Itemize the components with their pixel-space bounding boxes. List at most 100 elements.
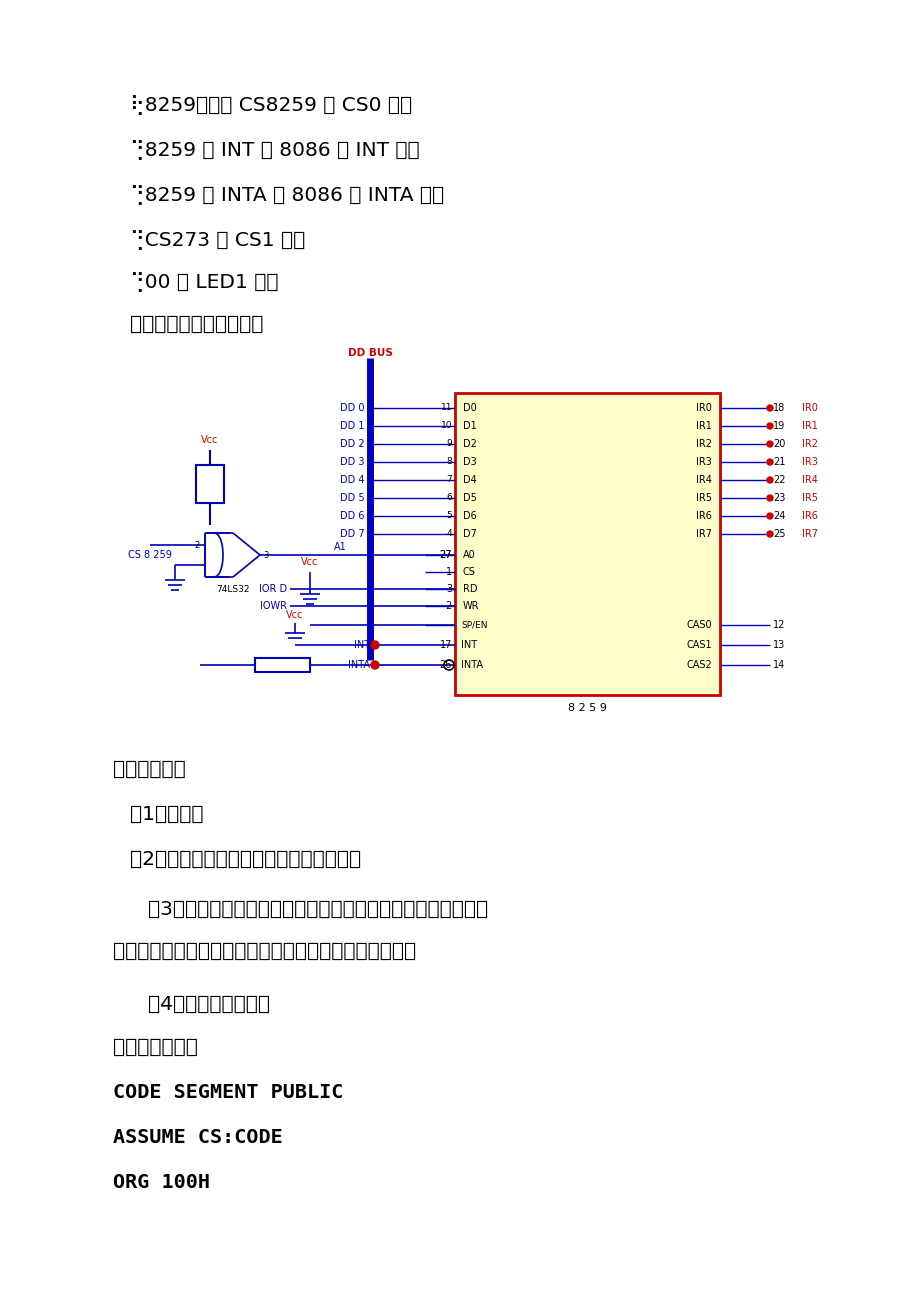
- Text: IR2: IR2: [801, 439, 817, 449]
- Text: （3）调试通过后，在中断服务程序内设置断点，运行程序，当: （3）调试通过后，在中断服务程序内设置断点，运行程序，当: [148, 900, 488, 919]
- Circle shape: [766, 405, 772, 411]
- Text: DD 5: DD 5: [340, 493, 365, 503]
- Text: D5: D5: [462, 493, 476, 503]
- Text: 接收到中断请求后，程序停在中断服务程序内的断点处。: 接收到中断请求后，程序停在中断服务程序内的断点处。: [113, 943, 415, 961]
- Text: ⢙8259 的 INTA 与 8086 的 INTA 相连: ⢙8259 的 INTA 与 8086 的 INTA 相连: [130, 185, 444, 204]
- Text: IR5: IR5: [696, 493, 711, 503]
- Text: IR0: IR0: [801, 404, 817, 413]
- Text: （2）编辑程序，编译链接后，调试程序。: （2）编辑程序，编译链接后，调试程序。: [130, 850, 361, 868]
- Circle shape: [370, 641, 379, 648]
- Text: INTA: INTA: [460, 660, 482, 671]
- Text: 14: 14: [772, 660, 785, 671]
- Circle shape: [766, 513, 772, 519]
- Circle shape: [766, 460, 772, 465]
- Text: ⢙00 与 LED1 相连: ⢙00 与 LED1 相连: [130, 272, 278, 292]
- Text: 22: 22: [772, 475, 785, 486]
- Text: 26: 26: [439, 660, 451, 671]
- Text: 3: 3: [446, 585, 451, 594]
- Text: 7: 7: [446, 475, 451, 484]
- Text: 8: 8: [446, 457, 451, 466]
- Text: 20: 20: [772, 439, 785, 449]
- FancyBboxPatch shape: [455, 393, 720, 695]
- Text: DD 0: DD 0: [340, 404, 365, 413]
- Text: D1: D1: [462, 421, 476, 431]
- Text: Vcc: Vcc: [286, 611, 303, 620]
- Text: DD 4: DD 4: [340, 475, 365, 486]
- Text: WR: WR: [462, 602, 479, 611]
- Text: D3: D3: [462, 457, 476, 467]
- Text: Vcc: Vcc: [301, 557, 318, 566]
- Text: ⢙CS273 与 CS1 相连: ⢙CS273 与 CS1 相连: [130, 230, 305, 250]
- Text: 8 2 5 9: 8 2 5 9: [567, 703, 607, 713]
- Text: 11: 11: [440, 404, 451, 413]
- Circle shape: [766, 531, 772, 536]
- Text: 3: 3: [263, 551, 268, 560]
- Text: ⢙8259 的 INT 与 8086 的 INT 相连: ⢙8259 的 INT 与 8086 的 INT 相连: [130, 141, 419, 160]
- Text: CAS2: CAS2: [686, 660, 711, 671]
- Text: 1: 1: [446, 566, 451, 577]
- Text: DD 2: DD 2: [340, 439, 365, 449]
- Text: 其它线均已连好如下图：: 其它线均已连好如下图：: [130, 315, 263, 335]
- Text: 74LS32: 74LS32: [216, 585, 249, 594]
- Text: DD BUS: DD BUS: [347, 348, 392, 358]
- Text: 9: 9: [446, 440, 451, 448]
- Circle shape: [766, 495, 772, 501]
- FancyBboxPatch shape: [255, 658, 310, 672]
- Text: IR1: IR1: [801, 421, 817, 431]
- Text: IR4: IR4: [801, 475, 817, 486]
- Circle shape: [370, 661, 379, 669]
- Text: CAS1: CAS1: [686, 641, 711, 650]
- Text: IR6: IR6: [696, 510, 711, 521]
- Text: IR7: IR7: [696, 529, 711, 539]
- Text: SP/EN: SP/EN: [460, 621, 487, 629]
- Text: CODE SEGMENT PUBLIC: CODE SEGMENT PUBLIC: [113, 1083, 343, 1101]
- Text: IR3: IR3: [801, 457, 817, 467]
- Text: 五、实验步骤: 五、实验步骤: [113, 760, 186, 779]
- Text: 19: 19: [772, 421, 785, 431]
- Text: 12: 12: [772, 620, 785, 630]
- Text: 17: 17: [439, 641, 451, 650]
- Text: IR0: IR0: [696, 404, 711, 413]
- Text: 25: 25: [772, 529, 785, 539]
- Text: DD 1: DD 1: [340, 421, 365, 431]
- Text: （1）连线。: （1）连线。: [130, 805, 203, 824]
- Text: A0: A0: [462, 549, 475, 560]
- Circle shape: [766, 423, 772, 428]
- Text: 2: 2: [195, 540, 199, 549]
- Text: ORG 100H: ORG 100H: [113, 1173, 210, 1193]
- Text: 27: 27: [439, 549, 451, 560]
- Text: D2: D2: [462, 439, 476, 449]
- Text: 4: 4: [446, 530, 451, 539]
- Text: IOR D: IOR D: [258, 585, 287, 594]
- Text: IR1: IR1: [696, 421, 711, 431]
- Text: D0: D0: [462, 404, 476, 413]
- Text: INT: INT: [354, 641, 369, 650]
- Circle shape: [766, 477, 772, 483]
- Text: DD 3: DD 3: [340, 457, 365, 467]
- Text: 24: 24: [772, 510, 785, 521]
- Text: D7: D7: [462, 529, 476, 539]
- Text: IR3: IR3: [696, 457, 711, 467]
- Text: ASSUME CS:CODE: ASSUME CS:CODE: [113, 1128, 282, 1147]
- Text: CS: CS: [462, 566, 475, 577]
- Text: DD 7: DD 7: [340, 529, 365, 539]
- Text: （4）撰写实验报告。: （4）撰写实验报告。: [148, 995, 269, 1014]
- Text: IR7: IR7: [801, 529, 817, 539]
- Text: ⢗8259的片选 CS8259 与 CS0 相连: ⢗8259的片选 CS8259 与 CS0 相连: [130, 95, 412, 115]
- Circle shape: [766, 441, 772, 447]
- Text: 27: 27: [439, 549, 451, 560]
- Text: 六、实验源程序: 六、实验源程序: [113, 1038, 198, 1057]
- FancyBboxPatch shape: [196, 465, 223, 503]
- Text: INT: INT: [460, 641, 477, 650]
- Text: CAS0: CAS0: [686, 620, 711, 630]
- Text: 13: 13: [772, 641, 785, 650]
- Text: IR2: IR2: [696, 439, 711, 449]
- Text: 21: 21: [772, 457, 785, 467]
- Text: RD: RD: [462, 585, 477, 594]
- Text: A1: A1: [334, 542, 346, 552]
- Text: IR6: IR6: [801, 510, 817, 521]
- Text: IR4: IR4: [696, 475, 711, 486]
- Text: D6: D6: [462, 510, 476, 521]
- Text: 23: 23: [772, 493, 785, 503]
- Text: 2: 2: [446, 602, 451, 611]
